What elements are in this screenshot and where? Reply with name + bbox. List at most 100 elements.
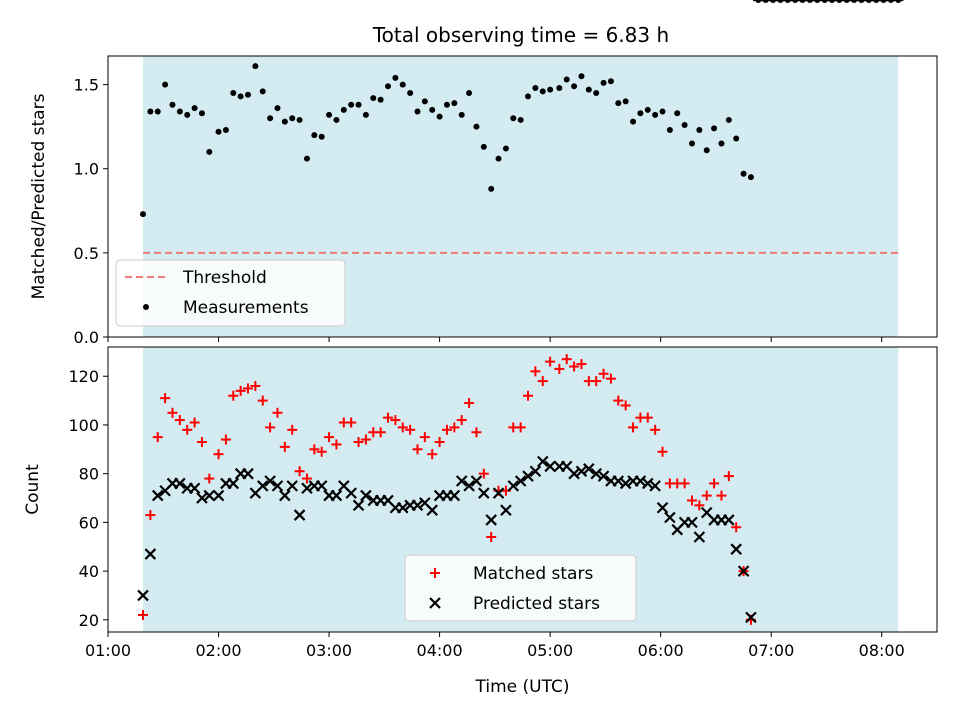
measurement-point <box>740 170 747 177</box>
x-b <box>144 548 157 560</box>
predicted-star-point <box>693 531 706 543</box>
predicted-star-point <box>575 465 588 478</box>
matched-star-point <box>390 415 401 426</box>
x-b <box>568 467 580 480</box>
matched-star-point <box>723 471 734 482</box>
predicted-star-point <box>196 492 208 504</box>
predicted-star-point <box>144 548 157 560</box>
x-b <box>203 489 216 502</box>
measurement-point <box>333 116 340 123</box>
bottom-y-tick-label: 60 <box>79 513 99 532</box>
matched-star-point <box>309 444 320 455</box>
matched-star-point <box>576 359 587 370</box>
predicted-star-point <box>737 565 750 577</box>
x-b <box>256 480 269 492</box>
x-b <box>242 467 254 480</box>
matched-star-point <box>441 424 452 435</box>
predicted-star-point <box>188 482 201 495</box>
measurement-point <box>414 108 421 115</box>
predicted-star-point <box>492 487 505 499</box>
measurement-point <box>326 111 333 118</box>
x-tick-label: 03:00 <box>306 641 352 660</box>
matched-star-point <box>716 490 727 501</box>
measurement-point <box>421 98 428 105</box>
top-y-ticks: 0.0 0.5 1.0 1.5 <box>74 76 108 347</box>
measurement-point <box>184 111 191 118</box>
x-b <box>463 480 475 492</box>
x-b <box>507 480 520 492</box>
measurement-point <box>385 83 392 90</box>
x-b <box>492 487 505 499</box>
measurement-point <box>252 63 259 70</box>
measurement-point <box>480 143 487 150</box>
predicted-star-point <box>536 455 549 468</box>
predicted-star-point <box>634 475 647 487</box>
matched-star-point <box>427 449 438 460</box>
x-b <box>664 511 676 524</box>
measurement-point <box>162 81 169 88</box>
predicted-star-point <box>568 467 580 480</box>
predicted-star-point <box>426 504 439 516</box>
matched-star-point <box>346 417 357 428</box>
measurement-point <box>644 106 651 113</box>
ratio-panel: 0.0 0.5 1.0 1.5 Matched/Predicted stars Thr… <box>29 0 938 347</box>
bottom-y-tick-label: 100 <box>68 416 99 435</box>
measurement-point <box>355 101 362 108</box>
x-b <box>196 492 208 504</box>
predicted-star-point <box>455 475 468 487</box>
predicted-star-point <box>151 489 164 502</box>
x-b <box>301 482 313 495</box>
count-panel: 20 40 60 80 100 120 01:00 02:00 03:00 04:00 05:00… <box>23 0 938 697</box>
x-b <box>174 477 186 490</box>
matched-star-point <box>375 427 386 438</box>
matched-star-point <box>591 376 602 387</box>
measurement-point <box>733 135 740 142</box>
legend-threshold-label: Threshold <box>182 268 267 288</box>
measurement-point <box>473 123 480 130</box>
x-b <box>641 477 654 490</box>
matched-star-point <box>243 383 254 394</box>
matched-star-point <box>189 417 200 428</box>
measurement-point <box>630 118 637 125</box>
matched-star-point <box>287 424 298 435</box>
measurement-point <box>362 111 369 118</box>
matched-star-point <box>598 368 609 379</box>
measurement-point <box>215 128 222 135</box>
x-b <box>396 501 409 514</box>
matched-star-point <box>613 395 624 406</box>
matched-star-point <box>569 361 580 372</box>
legend-x-marker <box>429 597 441 609</box>
matched-star-point <box>464 398 475 409</box>
matched-star-point <box>701 490 712 501</box>
x-b <box>634 475 647 487</box>
x-b <box>286 480 299 492</box>
measurement-point <box>593 90 600 97</box>
top-x-ticks <box>107 337 883 342</box>
x-b <box>560 460 573 473</box>
matched-star-point <box>250 380 261 391</box>
predicted-star-point <box>315 480 328 492</box>
matched-star-point <box>412 444 423 455</box>
predicted-star-point <box>286 480 299 492</box>
matched-star-point <box>265 422 276 433</box>
x-b <box>137 589 149 602</box>
matched-star-point <box>213 449 224 460</box>
measurement-point <box>600 79 607 86</box>
predicted-star-point <box>137 589 149 602</box>
top-axes-frame <box>107 55 938 338</box>
top-y-axis-label: Matched/Predicted stars <box>29 93 49 299</box>
matched-star-point <box>620 400 631 411</box>
measurement-point <box>556 84 563 91</box>
measurement-point <box>340 106 347 113</box>
matched-star-point <box>686 495 697 506</box>
x-b <box>411 499 424 512</box>
measurement-point <box>747 174 754 181</box>
measurement-point <box>571 83 578 90</box>
x-b <box>188 482 201 495</box>
measurement-point <box>711 125 718 132</box>
bottom-legend-box <box>404 554 637 622</box>
x-b <box>737 565 750 577</box>
measurement-point <box>348 101 355 108</box>
x-b <box>429 597 441 609</box>
measurement-point <box>296 116 303 123</box>
